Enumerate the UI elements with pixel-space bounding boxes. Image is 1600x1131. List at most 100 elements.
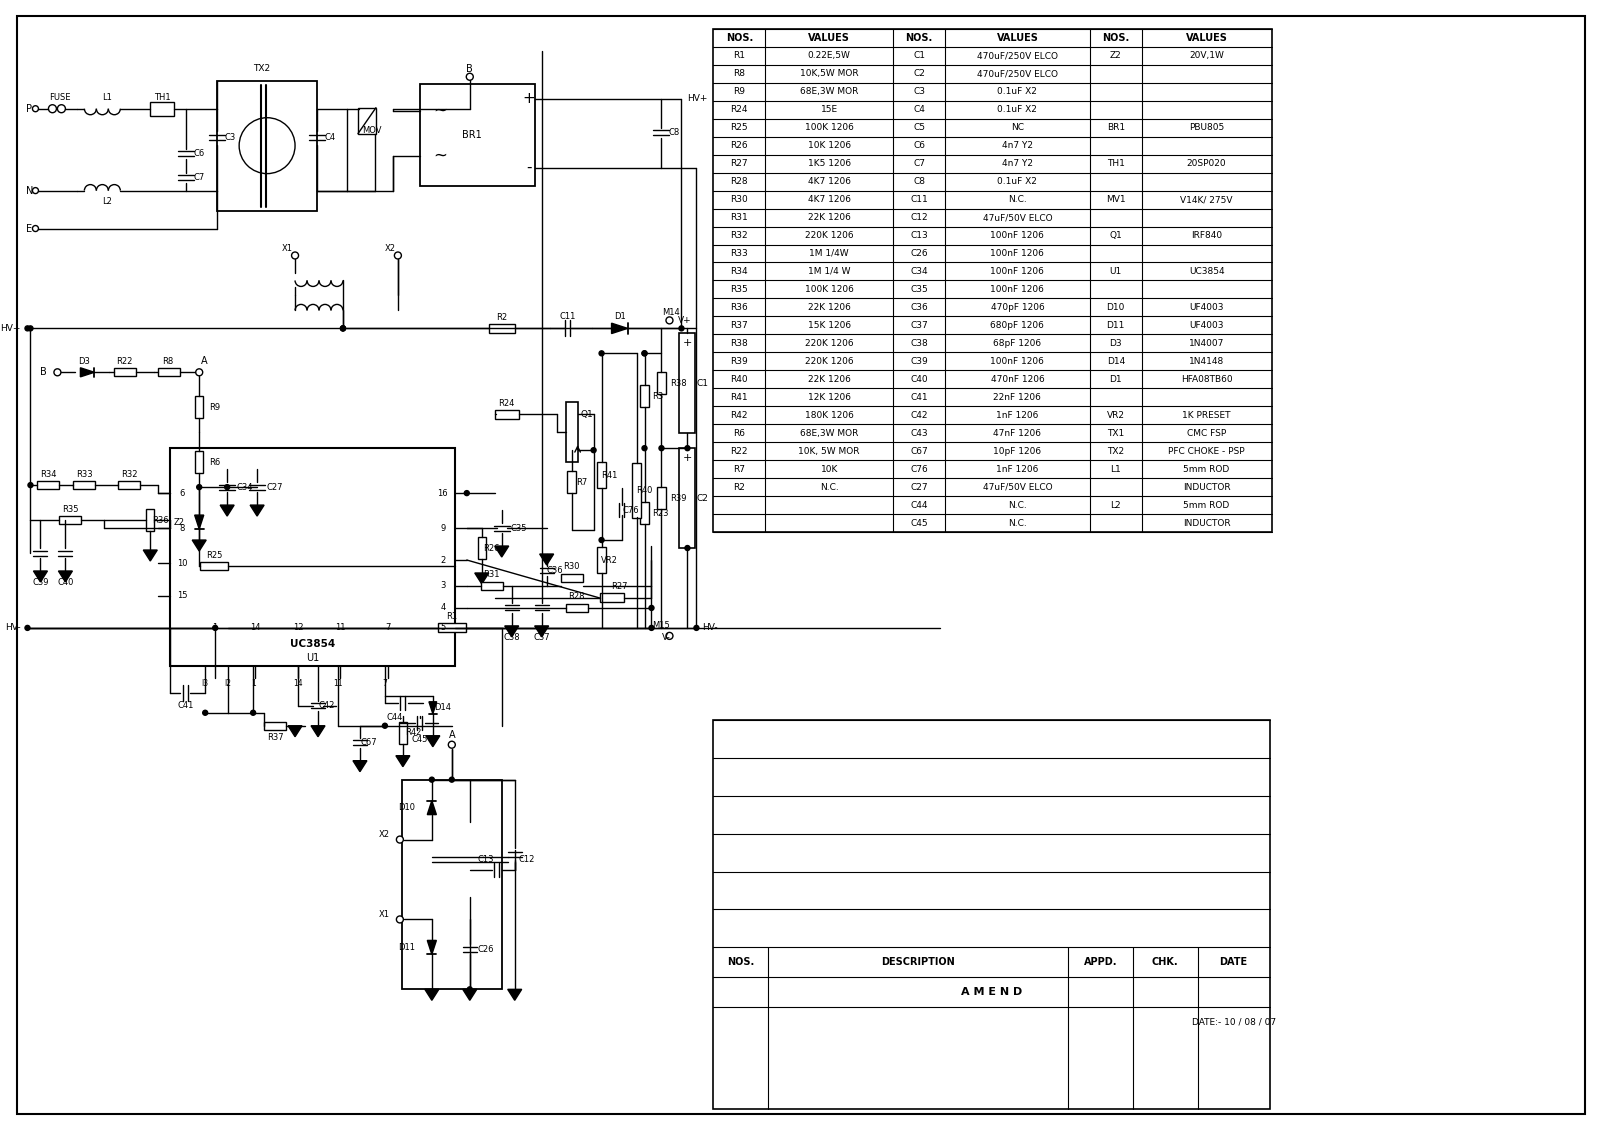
- Text: R28: R28: [731, 178, 749, 187]
- Polygon shape: [462, 990, 477, 1000]
- Text: N.C.: N.C.: [1008, 519, 1027, 527]
- Text: C11: C11: [560, 312, 576, 321]
- Text: 470pF 1206: 470pF 1206: [990, 303, 1045, 312]
- Text: 4K7 1206: 4K7 1206: [808, 178, 851, 187]
- Text: INDUCTOR: INDUCTOR: [1182, 519, 1230, 527]
- Circle shape: [27, 483, 34, 487]
- Circle shape: [642, 351, 646, 356]
- Text: 100K 1206: 100K 1206: [805, 285, 854, 294]
- Text: 10pF 1206: 10pF 1206: [994, 447, 1042, 456]
- Circle shape: [397, 836, 403, 843]
- Text: R27: R27: [731, 159, 749, 169]
- Circle shape: [429, 777, 434, 783]
- Circle shape: [32, 188, 38, 193]
- Text: PFC CHOKE - PSP: PFC CHOKE - PSP: [1168, 447, 1245, 456]
- Text: I2: I2: [224, 680, 232, 689]
- Text: MV1: MV1: [1106, 195, 1125, 204]
- Circle shape: [685, 545, 690, 551]
- Text: 4n7 Y2: 4n7 Y2: [1002, 159, 1034, 169]
- Text: C13: C13: [478, 855, 494, 864]
- Circle shape: [694, 625, 699, 630]
- Text: D11: D11: [398, 943, 416, 952]
- Text: L2: L2: [102, 197, 112, 206]
- Circle shape: [685, 446, 690, 450]
- Text: C35: C35: [510, 524, 528, 533]
- Text: TX2: TX2: [253, 64, 270, 74]
- Text: C11: C11: [910, 195, 928, 204]
- Text: C76: C76: [622, 506, 638, 515]
- Polygon shape: [310, 726, 325, 736]
- Text: B: B: [40, 368, 46, 378]
- Text: Q1: Q1: [1109, 231, 1122, 240]
- Text: DATE: DATE: [1219, 957, 1248, 967]
- Text: 9: 9: [440, 524, 445, 533]
- Text: C2: C2: [914, 69, 925, 78]
- Text: VALUES: VALUES: [808, 33, 850, 43]
- Polygon shape: [192, 539, 206, 551]
- Text: HV+: HV+: [0, 323, 21, 333]
- Circle shape: [642, 446, 646, 450]
- Text: 680pF 1206: 680pF 1206: [990, 321, 1045, 330]
- Text: C8: C8: [669, 128, 680, 137]
- Bar: [714, 719, 1269, 1110]
- Bar: [566, 403, 578, 463]
- Circle shape: [54, 369, 61, 375]
- Text: 5: 5: [440, 623, 445, 632]
- Text: C12: C12: [518, 855, 534, 864]
- Text: BR1: BR1: [1107, 123, 1125, 132]
- Circle shape: [341, 326, 346, 331]
- Text: ~: ~: [434, 102, 446, 120]
- Text: 10K, 5W MOR: 10K, 5W MOR: [798, 447, 859, 456]
- Polygon shape: [611, 323, 627, 334]
- Text: 7: 7: [382, 680, 387, 689]
- Text: R22: R22: [731, 447, 749, 456]
- Text: 22K 1206: 22K 1206: [808, 374, 851, 383]
- Text: C42: C42: [910, 411, 928, 420]
- Text: 11: 11: [334, 623, 346, 632]
- Text: U1: U1: [1110, 267, 1122, 276]
- Circle shape: [197, 484, 202, 490]
- Text: R35: R35: [731, 285, 749, 294]
- Circle shape: [598, 351, 605, 356]
- Text: +: +: [683, 338, 693, 348]
- Text: CHK.: CHK.: [1152, 957, 1179, 967]
- Text: C1: C1: [696, 379, 709, 388]
- Circle shape: [32, 225, 38, 232]
- Text: R31: R31: [731, 213, 749, 222]
- Text: 5mm ROD: 5mm ROD: [1184, 501, 1230, 510]
- Circle shape: [666, 632, 674, 639]
- Text: C27: C27: [266, 483, 283, 492]
- Bar: [480, 582, 502, 590]
- Circle shape: [650, 605, 654, 611]
- Bar: [398, 722, 406, 744]
- Text: 100K 1206: 100K 1206: [805, 123, 854, 132]
- Text: UF4003: UF4003: [1189, 321, 1224, 330]
- Circle shape: [224, 484, 230, 490]
- Text: ~: ~: [434, 147, 446, 165]
- Text: HFA08TB60: HFA08TB60: [1181, 374, 1232, 383]
- Bar: [59, 516, 82, 524]
- Text: X1: X1: [379, 910, 390, 920]
- Text: C4: C4: [914, 105, 925, 114]
- Text: 47nF 1206: 47nF 1206: [994, 429, 1042, 438]
- Text: N.C.: N.C.: [1008, 195, 1027, 204]
- Text: C26: C26: [478, 944, 494, 953]
- Text: 5mm ROD: 5mm ROD: [1184, 465, 1230, 474]
- Text: APPD.: APPD.: [1083, 957, 1117, 967]
- Text: -: -: [526, 161, 531, 175]
- Text: 220K 1206: 220K 1206: [805, 231, 853, 240]
- Text: R1: R1: [733, 51, 746, 60]
- Text: 1: 1: [213, 623, 218, 632]
- Text: 0.1uF X2: 0.1uF X2: [997, 87, 1037, 96]
- Text: R32: R32: [731, 231, 749, 240]
- Text: UF4003: UF4003: [1189, 303, 1224, 312]
- Text: C39: C39: [910, 356, 928, 365]
- Text: 470uF/250V ELCO: 470uF/250V ELCO: [978, 51, 1058, 60]
- Text: INDUCTOR: INDUCTOR: [1182, 483, 1230, 492]
- Text: C41: C41: [178, 701, 194, 710]
- Text: R39: R39: [670, 493, 686, 502]
- Text: N: N: [26, 185, 34, 196]
- Text: R36: R36: [152, 516, 168, 525]
- Text: 15: 15: [178, 592, 187, 601]
- Text: NOS.: NOS.: [1102, 33, 1130, 43]
